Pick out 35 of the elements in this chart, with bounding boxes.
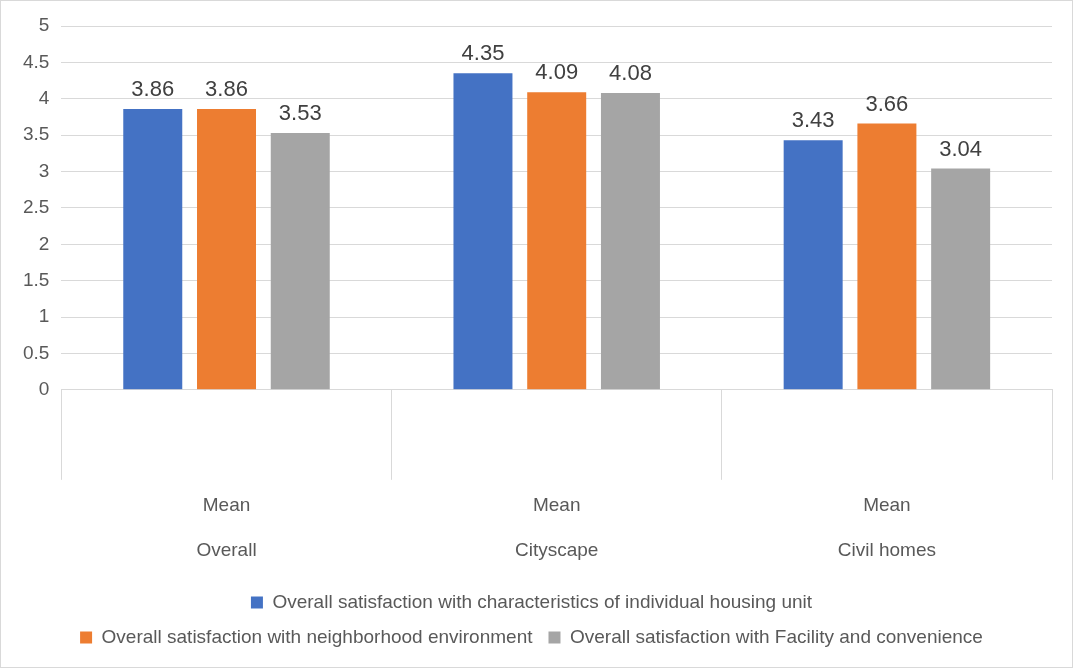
bar <box>453 73 513 390</box>
bar <box>931 168 991 390</box>
bar <box>527 92 587 390</box>
category-label: Mean Civil homes <box>837 493 936 561</box>
legend-label: Overall satisfaction with characteristics of individual housing unit <box>272 590 813 612</box>
y-tick-label: 2.5 <box>22 196 50 218</box>
data-label: 4.09 <box>535 59 579 85</box>
bar <box>197 108 257 390</box>
y-tick-label: 5 <box>38 14 50 36</box>
y-tick-label: 3.5 <box>22 123 50 145</box>
legend-label: Overall satisfaction with neighborhood environment <box>101 625 534 647</box>
bar <box>857 123 917 390</box>
y-tick-label: 0 <box>38 378 50 400</box>
y-tick-label: 1 <box>38 305 50 327</box>
category-label: Mean Overall <box>196 493 257 561</box>
bar <box>783 140 843 390</box>
bar <box>600 92 660 390</box>
y-tick-label: 0.5 <box>22 341 50 363</box>
data-label: 4.08 <box>609 60 652 85</box>
category-label: Mean Cityscape <box>515 493 599 561</box>
data-label: 3.04 <box>939 135 983 161</box>
bar <box>270 132 330 390</box>
bar <box>123 108 183 390</box>
data-label: 3.86 <box>205 76 248 102</box>
y-tick-label: 3 <box>38 159 50 181</box>
y-tick-label: 4 <box>38 86 50 108</box>
data-label: 3.43 <box>791 107 835 133</box>
data-label: 3.86 <box>131 76 175 102</box>
data-label: 3.53 <box>278 100 322 126</box>
y-tick-label: 2 <box>38 232 50 254</box>
y-tick-label: 4.5 <box>22 50 50 72</box>
legend-label: Overall satisfaction with Facility and convenience <box>569 625 983 647</box>
data-label: 3.66 <box>865 90 909 116</box>
y-tick-label: 1.5 <box>22 268 50 290</box>
data-label: 4.35 <box>461 40 505 66</box>
